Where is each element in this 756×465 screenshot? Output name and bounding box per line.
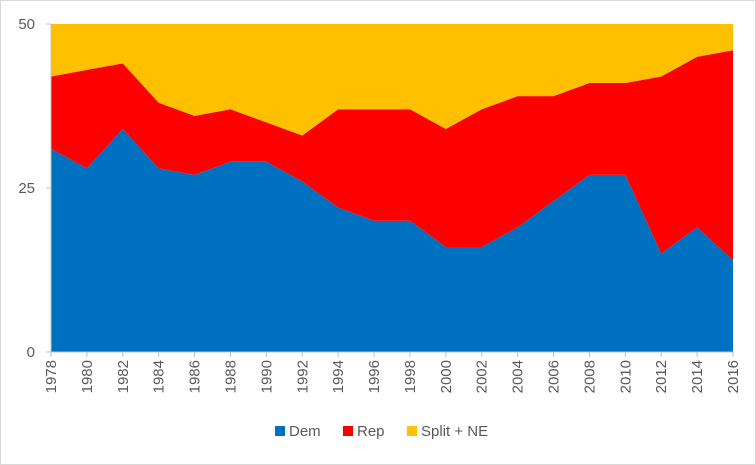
x-tick-label: 1982 xyxy=(115,360,132,393)
legend-label: Dem xyxy=(289,423,321,440)
area-rep xyxy=(51,50,733,261)
x-tick-label: 2008 xyxy=(581,360,598,393)
x-tick-labels: 1978 1980 1982 1984 1986 1988 1990 1992 1994 1996… xyxy=(43,352,742,393)
legend-swatch xyxy=(275,426,285,436)
legend-swatch xyxy=(343,426,353,436)
x-tick-label: 1990 xyxy=(258,360,275,393)
x-tick-label: 2016 xyxy=(725,360,742,393)
y-tick-label: 0 xyxy=(27,344,35,361)
x-tick-label: 2014 xyxy=(689,360,706,393)
x-tick-label: 2012 xyxy=(653,360,670,393)
y-tick-labels: 0 25 50 xyxy=(18,16,51,361)
area-dem xyxy=(51,128,733,352)
area-layer xyxy=(51,24,733,352)
x-tick-label: 1986 xyxy=(187,360,204,393)
x-tick-label: 2002 xyxy=(474,360,491,393)
x-tick-label: 2000 xyxy=(438,360,455,393)
x-tick-label: 1994 xyxy=(330,360,347,393)
x-tick-label: 1980 xyxy=(79,360,96,393)
x-tick-label: 1992 xyxy=(294,360,311,393)
x-tick-label: 1996 xyxy=(366,360,383,393)
legend-label: Split + NE xyxy=(421,423,488,440)
legend: Dem Rep Split + NE xyxy=(275,423,488,440)
x-tick-label: 1984 xyxy=(151,360,168,393)
x-tick-label: 2006 xyxy=(546,360,563,393)
x-tick-label: 2004 xyxy=(510,360,527,393)
x-tick-label: 1988 xyxy=(222,360,239,393)
legend-label: Rep xyxy=(357,423,385,440)
legend-swatch xyxy=(407,426,417,436)
x-tick-label: 2010 xyxy=(617,360,634,393)
x-tick-label: 1978 xyxy=(43,360,60,393)
y-tick-label: 50 xyxy=(18,16,35,33)
y-tick-label: 25 xyxy=(18,180,35,197)
area-split-ne xyxy=(51,24,733,136)
x-tick-label: 1998 xyxy=(402,360,419,393)
